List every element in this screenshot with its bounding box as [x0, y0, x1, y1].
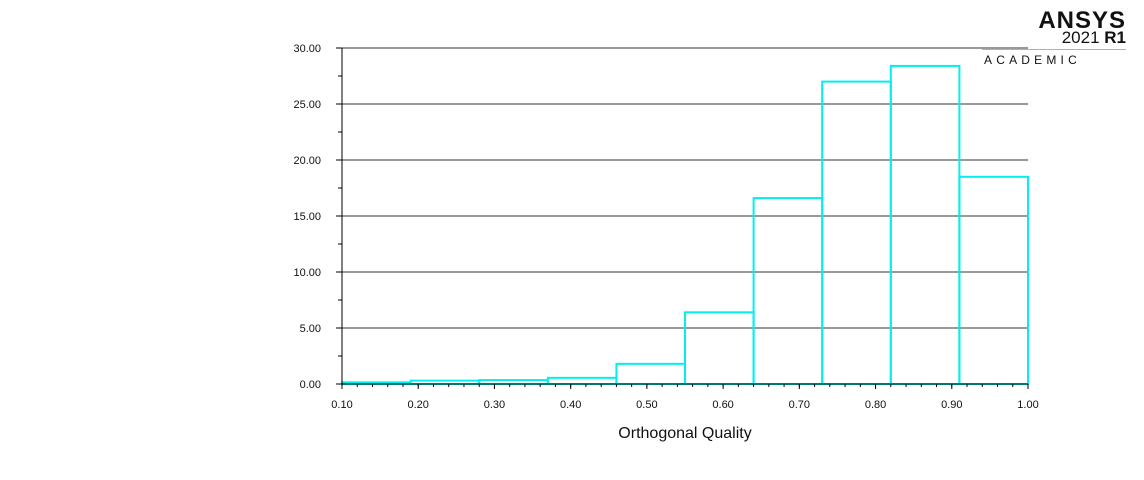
axes — [336, 47, 1029, 389]
logo-version: 2021 R1 — [1062, 29, 1126, 47]
grid-lines — [342, 47, 1028, 329]
histogram-bar — [546, 376, 618, 385]
x-tick-label: 0.20 — [408, 399, 429, 411]
x-tick-label: 0.10 — [331, 399, 352, 411]
histogram-bar — [409, 379, 481, 386]
x-tick-label: 0.40 — [560, 399, 581, 411]
x-tick-label: 0.50 — [636, 399, 657, 411]
logo-brand: ANSYS — [1038, 7, 1126, 34]
x-axis-title: Orthogonal Quality — [618, 425, 751, 442]
histogram-bars — [341, 64, 1030, 386]
y-tick-label: 10.00 — [293, 267, 321, 279]
histogram-bar — [752, 197, 824, 385]
x-tick-label: 0.70 — [789, 399, 810, 411]
x-tick-label: 1.00 — [1017, 399, 1038, 411]
y-tick-label: 5.00 — [300, 323, 321, 335]
x-tick-label: 0.80 — [865, 399, 886, 411]
y-tick-label: 20.00 — [293, 155, 321, 167]
histogram-bar — [684, 311, 755, 386]
y-tick-label: 25.00 — [293, 99, 321, 111]
histogram-bar — [478, 379, 549, 385]
y-tick-label: 15.00 — [293, 211, 321, 223]
y-tick-label: 0.00 — [300, 379, 321, 391]
histogram-bar — [889, 64, 961, 385]
y-tick-labels: 0.00 5.00 10.00 15.00 20.00 25.00 30.00 — [293, 43, 321, 391]
x-tick-label: 0.90 — [941, 399, 962, 411]
x-tick-label: 0.30 — [484, 399, 505, 411]
histogram-bar — [821, 80, 892, 385]
y-tick-label: 30.00 — [293, 43, 321, 55]
logo-divider — [982, 49, 1126, 50]
logo-version-year: 2021 — [1061, 28, 1100, 47]
x-tick-label: 0.60 — [712, 399, 733, 411]
histogram-bar — [615, 362, 687, 385]
logo-edition: ACADEMIC — [984, 53, 1081, 67]
logo-release: R1 — [1104, 28, 1126, 47]
x-tick-labels: 0.10 0.20 0.30 0.40 0.50 0.60 0.70 0.80 0.90 1.00 — [331, 399, 1038, 411]
histogram-bar — [958, 175, 1030, 385]
ansys-logo: ANSYS 2021 R1 ACADEMIC — [978, 8, 1126, 70]
